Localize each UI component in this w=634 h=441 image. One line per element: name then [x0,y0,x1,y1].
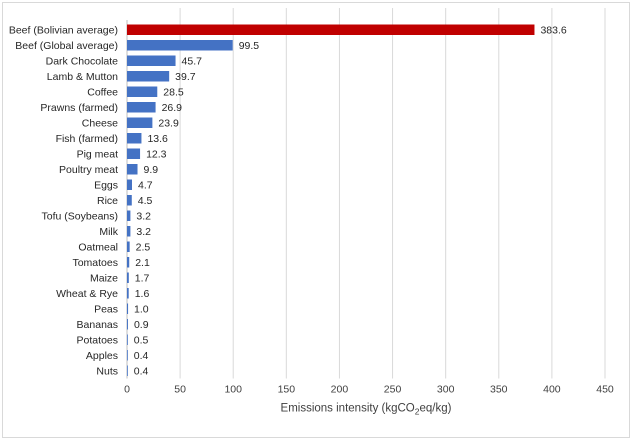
category-label-12: Tofu (Soybeans) [42,211,118,223]
bar-7 [127,133,142,144]
bar-13 [127,226,131,237]
x-tick-label-300: 300 [437,384,455,396]
value-label-6: 23.9 [158,118,179,130]
bar-19 [127,319,128,330]
category-label-15: Tomatoes [72,257,118,269]
value-label-3: 39.7 [175,71,196,83]
value-label-1: 99.5 [239,40,260,52]
category-label-18: Peas [94,304,118,316]
bars [127,24,535,376]
category-label-3: Lamb & Mutton [47,71,118,83]
bar-11 [127,195,132,206]
bar-5 [127,102,156,113]
value-label-19: 0.9 [134,319,149,331]
chart-frame [2,2,630,438]
category-label-11: Rice [97,195,118,207]
bar-12 [127,210,131,221]
value-label-15: 2.1 [135,257,150,269]
x-tick-label-0: 0 [124,384,130,396]
value-label-12: 3.2 [136,211,151,223]
x-tick-label-400: 400 [543,384,561,396]
bar-1 [127,40,233,51]
value-label-5: 26.9 [162,102,183,114]
x-axis-label-subscript: 2 [415,407,420,417]
x-tick-label-50: 50 [174,384,186,396]
value-label-2: 45.7 [182,56,203,68]
bar-4 [127,86,158,97]
bar-20 [127,334,128,345]
value-label-0: 383.6 [540,25,566,37]
value-label-4: 28.5 [163,87,184,99]
value-label-18: 1.0 [134,304,149,316]
bar-0 [127,24,535,35]
category-label-7: Fish (farmed) [56,133,118,145]
value-label-7: 13.6 [147,133,168,145]
category-label-0: Beef (Bolivian average) [9,25,118,37]
x-tick-label-350: 350 [490,384,508,396]
bar-8 [127,148,141,159]
category-label-5: Prawns (farmed) [40,102,118,114]
category-labels: Beef (Bolivian average) Beef (Global aver… [9,25,119,378]
value-label-17: 1.6 [135,288,150,300]
category-label-9: Poultry meat [59,164,118,176]
category-label-10: Eggs [94,180,118,192]
bar-16 [127,272,129,283]
bar-21 [127,350,128,361]
bar-3 [127,71,170,82]
bar-9 [127,164,138,175]
category-label-21: Apples [86,350,118,362]
category-label-16: Maize [90,273,118,285]
category-label-20: Potatoes [77,335,118,347]
value-label-20: 0.5 [134,335,149,347]
category-label-2: Dark Chocolate [46,56,119,68]
x-tick-label-250: 250 [384,384,402,396]
x-axis-label-main: Emissions intensity (kgCO [281,403,415,415]
category-label-1: Beef (Global average) [15,40,118,52]
category-label-17: Wheat & Rye [56,288,118,300]
value-labels: 383.6 99.5 45.7 39.7 28.5 26.9 23.9 13.6 12.3 9.9… [134,25,567,378]
x-tick-labels: 0 50 100 150 200 250 300 350 400 450 [124,384,614,396]
bar-14 [127,241,130,252]
value-label-21: 0.4 [134,350,149,362]
value-label-13: 3.2 [136,226,151,238]
category-label-22: Nuts [96,366,118,378]
bar-22 [127,365,128,376]
category-label-14: Oatmeal [78,242,118,254]
value-label-9: 9.9 [144,164,159,176]
category-label-4: Coffee [87,87,118,99]
category-label-13: Milk [99,226,118,238]
bar-2 [127,55,176,66]
category-label-19: Bananas [77,319,118,331]
bar-17 [127,288,129,299]
value-label-14: 2.5 [136,242,151,254]
bar-10 [127,179,132,190]
x-tick-label-150: 150 [278,384,296,396]
x-tick-label-450: 450 [596,384,614,396]
category-label-8: Pig meat [77,149,119,161]
value-label-8: 12.3 [146,149,167,161]
bar-6 [127,117,153,128]
x-axis-label: Emissions intensity (kgCO2eq/kg) [281,403,452,417]
x-tick-label-100: 100 [224,384,242,396]
value-label-10: 4.7 [138,180,153,192]
bar-15 [127,257,130,268]
x-tick-label-200: 200 [331,384,349,396]
bar-18 [127,303,129,314]
value-label-16: 1.7 [135,273,150,285]
value-label-11: 4.5 [138,195,153,207]
x-axis-label-tail: eq/kg) [419,403,451,415]
value-label-22: 0.4 [134,366,149,378]
category-label-6: Cheese [82,118,118,130]
